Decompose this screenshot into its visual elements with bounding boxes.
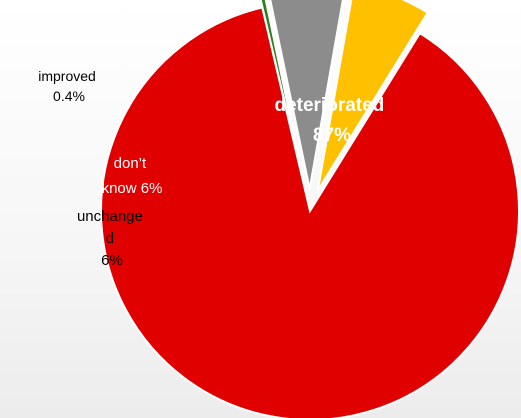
- label-improved-name: improved: [38, 68, 96, 84]
- pie-slices: [100, 0, 520, 418]
- label-deteriorated: deteriorated 87%: [274, 95, 389, 146]
- label-deteriorated-value: 87%: [313, 125, 351, 146]
- pie-slice-don-t-know: [269, 0, 344, 190]
- label-unchanged-line2: d: [106, 230, 114, 247]
- pie-slice-unchanged: [316, 0, 430, 191]
- label-unchanged: unchange d 6%: [77, 208, 147, 269]
- label-unchanged-line1: unchange: [77, 208, 143, 225]
- pie-slice-improved: [259, 0, 307, 190]
- label-deteriorated-name: deteriorated: [274, 95, 384, 116]
- label-unchanged-line3: 6%: [101, 252, 123, 269]
- label-dont-know: don’t know 6%: [102, 155, 163, 197]
- pie-slice-deteriorated: [100, 6, 520, 418]
- label-dont-know-line1: don’t: [114, 155, 147, 172]
- label-improved-value: 0.4%: [53, 88, 85, 104]
- label-improved: improved 0.4%: [38, 68, 99, 104]
- label-dont-know-line2: know 6%: [102, 180, 163, 197]
